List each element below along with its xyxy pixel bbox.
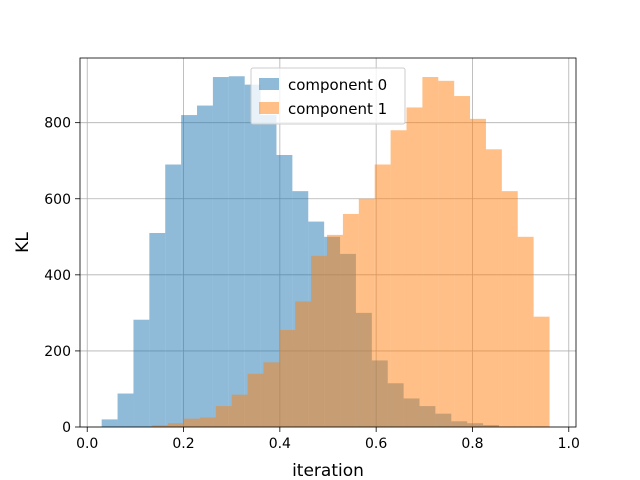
histogram-bar bbox=[199, 417, 216, 427]
histogram-bar bbox=[342, 213, 359, 427]
histogram-bar bbox=[247, 373, 264, 427]
histogram-bar bbox=[152, 425, 169, 427]
histogram-bar bbox=[263, 362, 280, 427]
histogram-bar bbox=[279, 329, 296, 427]
x-tick-label: 0.4 bbox=[269, 436, 291, 452]
histogram-bar bbox=[374, 164, 391, 428]
histogram-bar bbox=[260, 115, 277, 427]
histogram-bar bbox=[422, 77, 439, 427]
histogram-bar bbox=[470, 118, 486, 428]
legend: component 0 component 1 bbox=[250, 67, 406, 125]
plot-frame bbox=[79, 57, 577, 428]
legend-swatch-component-1 bbox=[259, 102, 279, 114]
histogram-bar bbox=[390, 130, 407, 427]
histogram-bar bbox=[165, 164, 182, 428]
series-1-bars bbox=[152, 77, 550, 428]
histogram-bar bbox=[184, 418, 200, 427]
histogram-bar bbox=[212, 77, 229, 427]
x-axis-label: iteration bbox=[292, 461, 364, 480]
x-tick-label: 1.0 bbox=[558, 436, 580, 452]
y-tick-label: 200 bbox=[44, 344, 71, 360]
histogram-bar bbox=[101, 419, 118, 427]
y-tick-label: 600 bbox=[44, 192, 71, 208]
x-tick-label: 0.8 bbox=[461, 436, 483, 452]
histogram-bar bbox=[168, 423, 185, 427]
histogram-bar bbox=[117, 393, 134, 427]
histogram-bar bbox=[485, 149, 502, 428]
histogram-bar bbox=[133, 319, 150, 427]
histogram-bar bbox=[533, 316, 550, 427]
histogram-bar bbox=[358, 198, 375, 427]
legend-swatch-component-0 bbox=[259, 78, 279, 90]
y-tick-label: 0 bbox=[62, 420, 71, 436]
histogram-bar bbox=[244, 84, 261, 427]
x-tick-label: 0.6 bbox=[365, 436, 387, 452]
x-axis-ticks: 0.0 0.2 0.4 0.6 0.8 1.0 bbox=[76, 427, 580, 452]
legend-box bbox=[250, 67, 406, 125]
histogram-bar bbox=[438, 80, 455, 428]
y-axis-ticks: 0 200 400 600 800 bbox=[44, 116, 80, 436]
histogram-bars bbox=[101, 76, 550, 428]
histogram-bar bbox=[327, 234, 343, 427]
histogram-bar bbox=[295, 301, 312, 427]
histogram-bar bbox=[406, 107, 423, 427]
histogram-bar bbox=[197, 105, 213, 427]
histogram-bar bbox=[228, 76, 245, 427]
histogram-bar bbox=[231, 394, 248, 427]
histogram-bar bbox=[215, 406, 232, 427]
legend-label-component-0: component 0 bbox=[288, 76, 387, 94]
y-tick-label: 400 bbox=[44, 268, 71, 284]
histogram-bar bbox=[311, 255, 328, 427]
histogram-bar bbox=[517, 236, 534, 427]
histogram-bar bbox=[149, 232, 166, 427]
y-axis-label: KL bbox=[13, 232, 33, 253]
histogram-bar bbox=[501, 191, 518, 427]
legend-label-component-1: component 1 bbox=[288, 100, 387, 118]
y-tick-label: 800 bbox=[44, 116, 71, 132]
x-tick-label: 0.2 bbox=[172, 436, 194, 452]
histogram-bar bbox=[454, 96, 471, 428]
histogram-bar bbox=[181, 115, 198, 427]
x-tick-label: 0.0 bbox=[76, 436, 98, 452]
